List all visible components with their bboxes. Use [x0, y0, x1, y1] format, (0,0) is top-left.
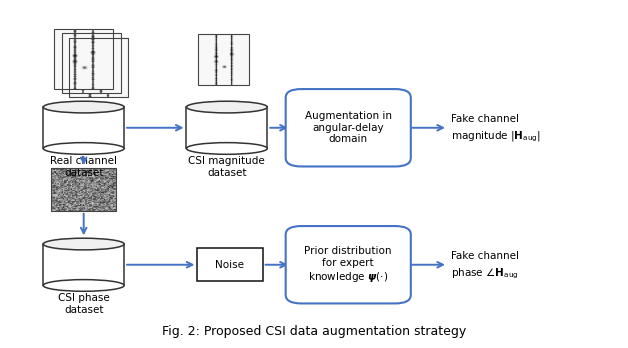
Text: Real channel
dataset: Real channel dataset — [50, 156, 117, 177]
Text: Fake channel: Fake channel — [451, 114, 519, 124]
Ellipse shape — [43, 101, 124, 113]
Text: Prior distribution
for expert
knowledge $\boldsymbol{\psi}(\cdot)$: Prior distribution for expert knowledge … — [305, 246, 392, 284]
Ellipse shape — [187, 143, 268, 154]
Text: Fake channel: Fake channel — [451, 251, 519, 261]
Ellipse shape — [43, 238, 124, 250]
Text: CSI magnitude
dataset: CSI magnitude dataset — [188, 156, 265, 177]
Text: Augmentation in
angular-delay
domain: Augmentation in angular-delay domain — [305, 111, 392, 144]
Text: phase $\angle\mathbf{H}_{\mathrm{aug}}$: phase $\angle\mathbf{H}_{\mathrm{aug}}$ — [451, 266, 519, 280]
Bar — [198, 34, 249, 85]
Polygon shape — [43, 244, 124, 285]
Ellipse shape — [43, 143, 124, 154]
Text: CSI phase
dataset: CSI phase dataset — [58, 293, 109, 315]
Bar — [54, 29, 113, 89]
Polygon shape — [187, 107, 268, 149]
Ellipse shape — [43, 279, 124, 291]
FancyBboxPatch shape — [286, 226, 411, 303]
FancyBboxPatch shape — [286, 89, 411, 166]
FancyBboxPatch shape — [197, 248, 263, 281]
Ellipse shape — [187, 101, 268, 113]
Text: Fig. 2: Proposed CSI data augmentation strategy: Fig. 2: Proposed CSI data augmentation s… — [162, 325, 466, 338]
Bar — [62, 33, 121, 93]
Text: magnitude $|\mathbf{H}_{\mathrm{aug}}|$: magnitude $|\mathbf{H}_{\mathrm{aug}}|$ — [451, 129, 541, 143]
Text: Noise: Noise — [215, 260, 244, 270]
Bar — [69, 38, 128, 97]
Bar — [51, 168, 116, 211]
Polygon shape — [43, 107, 124, 149]
